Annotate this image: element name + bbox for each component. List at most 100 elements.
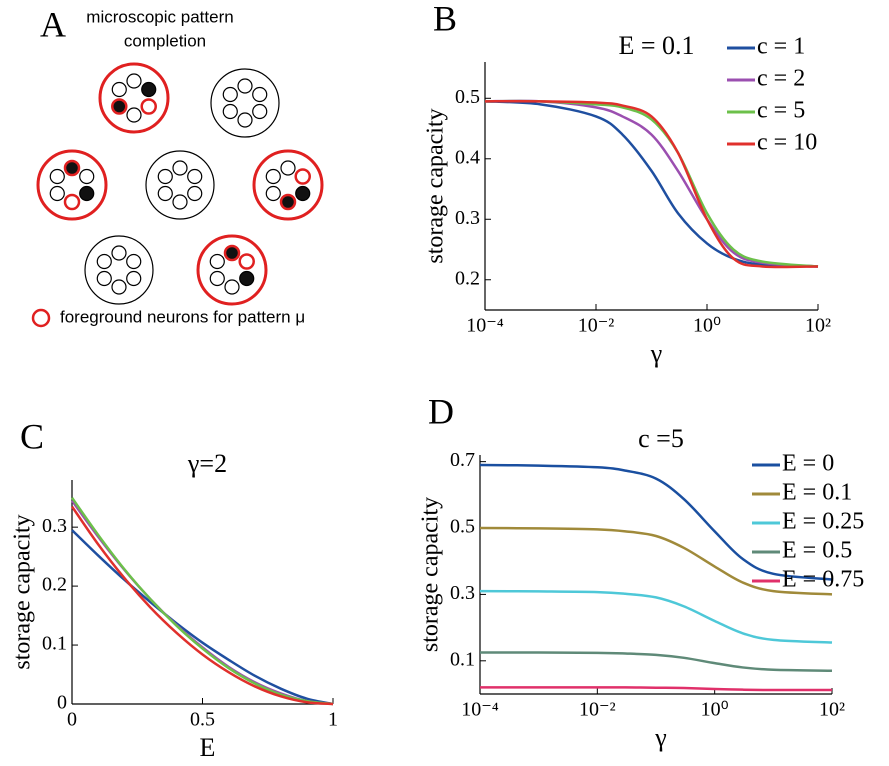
neuron — [239, 270, 255, 287]
y-tick-label: 0.1 — [42, 633, 67, 655]
chart-title: c =5 — [638, 424, 684, 453]
x-tick-label: 10² — [805, 315, 831, 337]
legend-label: E = 0.1 — [782, 480, 852, 506]
series-line — [70, 499, 334, 706]
cluster — [84, 235, 154, 305]
neuron — [126, 253, 142, 270]
neuron — [79, 185, 95, 202]
x-tick-label: 10⁻² — [578, 315, 615, 337]
neuron — [294, 168, 311, 185]
legend-label: c = 5 — [757, 98, 805, 124]
x-tick-label: 10⁻⁴ — [466, 315, 504, 337]
panel-label: B — [433, 0, 457, 38]
neuron — [126, 270, 142, 287]
series-line — [479, 463, 833, 581]
neuron — [49, 185, 65, 202]
y-tick-label: 0.1 — [450, 648, 475, 670]
series-line — [484, 99, 819, 269]
x-tick-label: 0.5 — [190, 709, 215, 731]
neuron — [157, 185, 173, 202]
neuron — [111, 279, 127, 295]
neuron — [172, 160, 188, 176]
y-axis-label: storage capacity — [418, 497, 444, 652]
series-line — [479, 526, 833, 596]
neuron — [238, 253, 255, 270]
legend-label: E = 0 — [782, 451, 834, 477]
y-tick-label: 0.7 — [450, 449, 475, 471]
legend-label: E = 0.5 — [782, 538, 852, 564]
neuron — [79, 168, 95, 185]
y-tick-label: 0.2 — [455, 267, 480, 289]
legend-label: c = 10 — [757, 130, 817, 156]
neuron — [49, 168, 65, 185]
neuron — [126, 107, 142, 123]
chart: Dc =5 γ storage capacity 0.1 0.3 0.5 0.7 10⁻⁴ 10… — [418, 391, 865, 752]
series-line — [70, 505, 334, 706]
y-tick-label: 0.4 — [455, 146, 480, 168]
chart-title: γ=2 — [187, 449, 227, 478]
y-tick-label: 0.3 — [455, 207, 480, 229]
y-tick-label: 0.2 — [42, 574, 67, 596]
x-axis-label: γ — [654, 723, 667, 752]
legend-label: c = 2 — [757, 66, 805, 92]
neuron — [265, 185, 281, 202]
neuron — [187, 185, 203, 202]
neuron — [140, 98, 157, 115]
neuron — [63, 159, 81, 177]
panel-label: C — [20, 416, 44, 456]
cluster — [210, 68, 280, 138]
panel-label: D — [428, 391, 454, 431]
diagram-title: completion — [124, 31, 206, 50]
neuron — [111, 98, 128, 115]
x-tick-label: 10⁰ — [693, 315, 721, 337]
cluster — [36, 149, 108, 221]
series-line — [70, 496, 334, 706]
neuron — [237, 78, 253, 94]
chart-title: E = 0.1 — [618, 31, 694, 60]
series-line — [71, 529, 334, 706]
x-tick-label: 1 — [328, 709, 338, 731]
series-line — [479, 651, 833, 673]
y-tick-label: 0 — [57, 692, 67, 714]
neuron — [237, 112, 253, 128]
x-axis-label: E — [200, 733, 216, 762]
y-axis-label: storage capacity — [10, 514, 36, 669]
neuron — [223, 244, 241, 262]
legend-label: E = 0.75 — [782, 567, 864, 593]
neuron — [111, 245, 127, 261]
legend-marker — [31, 308, 51, 328]
neuron — [126, 73, 142, 89]
neuron — [187, 168, 203, 185]
series-line — [484, 99, 819, 268]
neuron — [279, 193, 297, 211]
neuron — [252, 103, 268, 120]
diagram-title: microscopic pattern — [86, 7, 233, 26]
panel-label: A — [40, 4, 66, 44]
x-tick-label: 10⁻² — [579, 699, 616, 721]
diagram-legend: foreground neurons for pattern μ — [60, 307, 305, 326]
y-axis-label: storage capacity — [423, 108, 449, 263]
series-line — [484, 99, 819, 268]
neuron — [157, 168, 173, 185]
clusters — [36, 62, 324, 306]
neuron — [224, 279, 240, 295]
y-tick-label: 0.3 — [42, 515, 67, 537]
neuron — [295, 185, 311, 202]
neuron — [252, 86, 268, 103]
neuron — [280, 160, 296, 176]
neuron — [265, 168, 281, 185]
x-tick-label: 0 — [67, 709, 77, 731]
x-tick-label: 10⁰ — [701, 699, 729, 721]
cluster — [145, 150, 215, 220]
cluster — [252, 149, 324, 221]
x-tick-label: 10⁻⁴ — [461, 699, 499, 721]
neuron — [96, 253, 112, 270]
series-line — [479, 589, 833, 644]
neuron — [63, 193, 81, 211]
neuron — [222, 86, 238, 103]
cluster — [196, 234, 268, 306]
legend-label: c = 1 — [757, 34, 805, 60]
neuron — [96, 270, 112, 287]
